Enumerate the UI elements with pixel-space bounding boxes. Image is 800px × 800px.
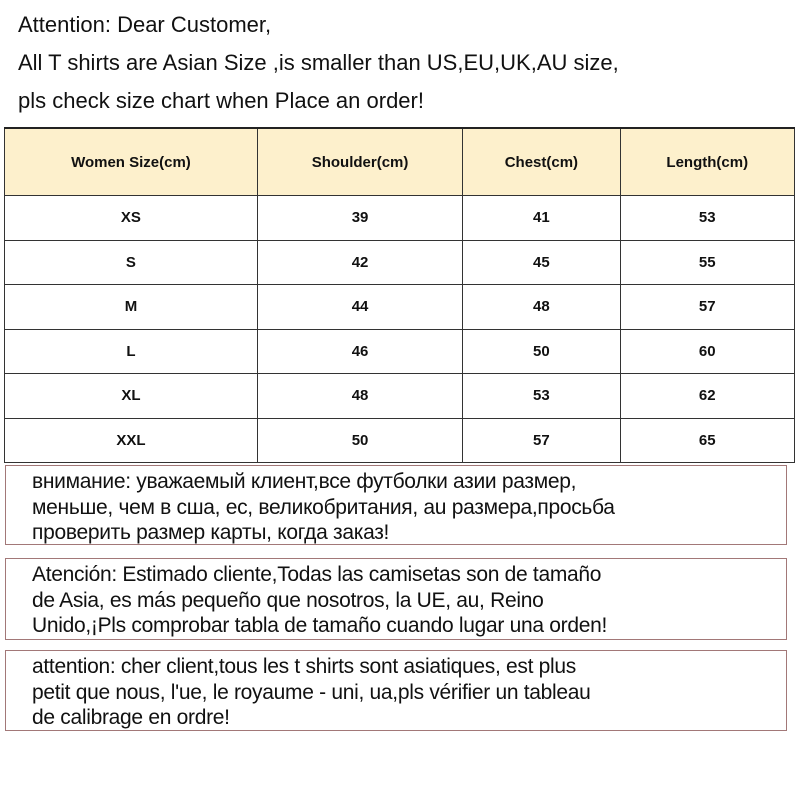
size-chart-table: Women Size(cm) Shoulder(cm) Chest(cm) Le… <box>4 127 796 463</box>
notice-line: de Asia, es más pequeño que nosotros, la… <box>32 588 544 612</box>
notice-line: меньше, чем в сша, ес, великобритания, a… <box>32 495 615 519</box>
cell-length: 62 <box>619 373 796 419</box>
cell-chest: 50 <box>462 328 621 374</box>
table-row: XS 39 41 53 <box>4 195 796 241</box>
notice-spanish: Atención: Estimado cliente,Todas las cam… <box>5 558 787 640</box>
cell-size: L <box>4 328 258 374</box>
cell-length: 65 <box>619 417 796 463</box>
cell-size: S <box>4 239 258 285</box>
table-row: S 42 45 55 <box>4 239 796 285</box>
intro-line: Attention: Dear Customer, <box>18 12 272 37</box>
cell-chest: 41 <box>462 195 621 241</box>
cell-shoulder: 39 <box>256 195 464 241</box>
cell-size: M <box>4 284 258 330</box>
cell-chest: 45 <box>462 239 621 285</box>
cell-size: XS <box>4 195 258 241</box>
header-chest: Chest(cm) <box>462 127 621 196</box>
table-row: M 44 48 57 <box>4 284 796 330</box>
notice-line: Unido,¡Pls comprobar tabla de tamaño cua… <box>32 614 608 637</box>
notice-line: petit que nous, l'ue, le royaume - uni, … <box>32 680 591 704</box>
notice-line: Atención: Estimado cliente,Todas las cam… <box>32 563 602 586</box>
notice-french: attention: cher client,tous les t shirts… <box>5 650 787 731</box>
table-row: XL 48 53 62 <box>4 373 796 419</box>
header-size: Women Size(cm) <box>4 127 258 196</box>
cell-length: 57 <box>619 284 796 330</box>
cell-length: 55 <box>619 239 796 285</box>
notice-line: внимание: уважаемый клиент,все футболки … <box>32 470 577 493</box>
table-row: L 46 50 60 <box>4 328 796 374</box>
cell-size: XL <box>4 373 258 419</box>
notice-line: проверить размер карты, когда заказ! <box>32 521 390 544</box>
intro-notice: Attention: Dear Customer, All T shirts a… <box>18 6 619 120</box>
cell-shoulder: 50 <box>256 417 464 463</box>
header-length: Length(cm) <box>619 127 796 196</box>
cell-size: XXL <box>4 417 258 463</box>
intro-line: All T shirts are Asian Size ,is smaller … <box>18 50 619 75</box>
cell-length: 53 <box>619 195 796 241</box>
cell-chest: 48 <box>462 284 621 330</box>
table-row: XXL 50 57 65 <box>4 417 796 463</box>
table-header-row: Women Size(cm) Shoulder(cm) Chest(cm) Le… <box>4 127 796 196</box>
cell-shoulder: 48 <box>256 373 464 419</box>
cell-chest: 57 <box>462 417 621 463</box>
cell-shoulder: 44 <box>256 284 464 330</box>
cell-chest: 53 <box>462 373 621 419</box>
cell-shoulder: 46 <box>256 328 464 374</box>
notice-line: attention: cher client,tous les t shirts… <box>32 655 576 678</box>
cell-length: 60 <box>619 328 796 374</box>
notice-russian: внимание: уважаемый клиент,все футболки … <box>5 465 787 545</box>
intro-line: pls check size chart when Place an order… <box>18 88 424 113</box>
header-shoulder: Shoulder(cm) <box>256 127 464 196</box>
notice-line: de calibrage en ordre! <box>32 706 230 729</box>
cell-shoulder: 42 <box>256 239 464 285</box>
